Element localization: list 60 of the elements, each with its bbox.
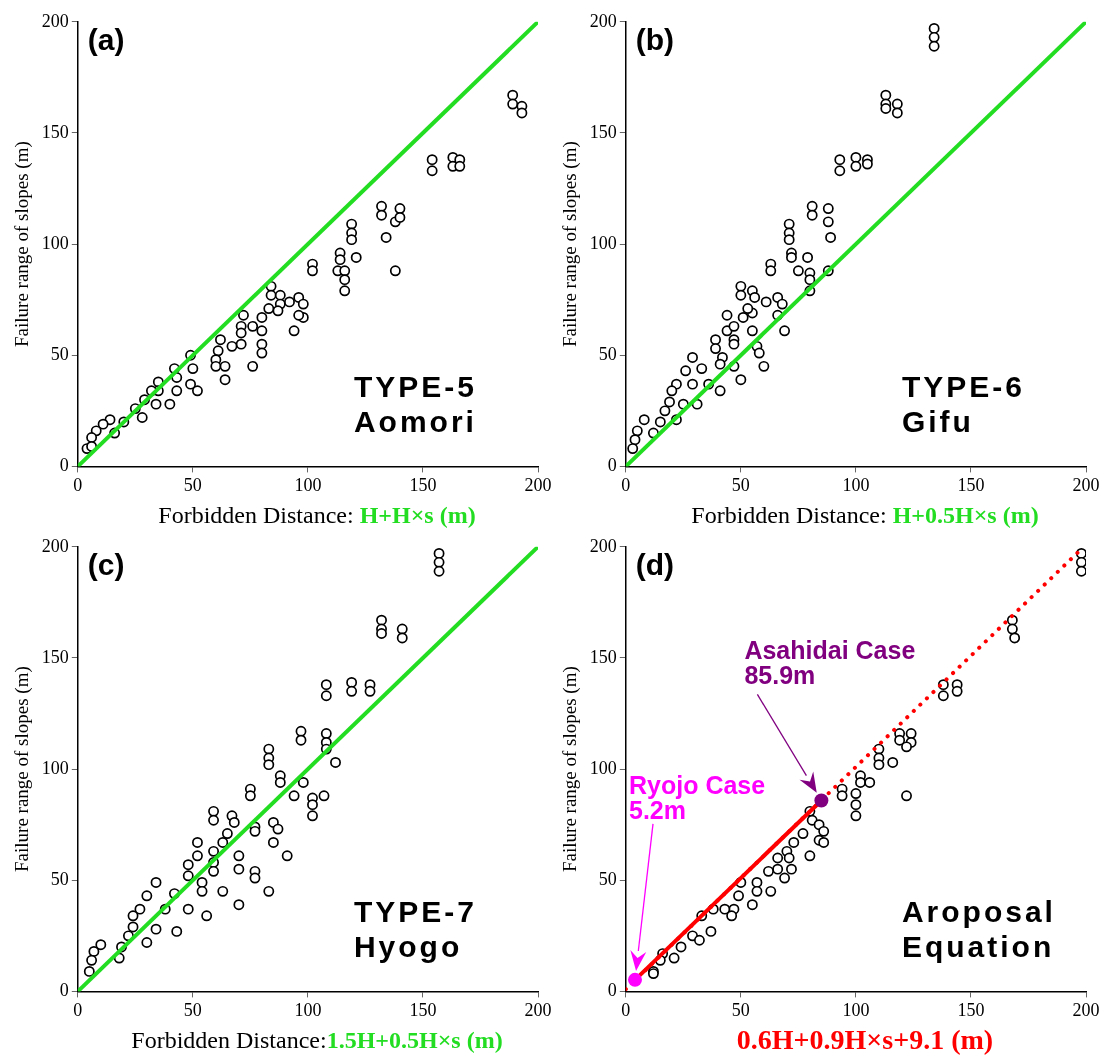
y-tick-label: 50 — [598, 868, 617, 889]
annotation: (c) — [87, 548, 125, 582]
y-tick-label: 200 — [589, 10, 617, 31]
x-axis-title: Forbidden Distance:1.5H+0.5H×s (m) — [131, 1027, 503, 1053]
annotation: TYPE-6 — [901, 370, 1025, 404]
annotation: (a) — [87, 23, 125, 57]
y-tick-label: 200 — [589, 535, 617, 556]
y-tick-label: 200 — [41, 535, 69, 556]
y-axis-title: Failure range of slopes (m) — [559, 141, 582, 347]
x-tick-label: 200 — [1072, 474, 1100, 495]
x-tick-label: 0 — [73, 999, 83, 1020]
x-tick-label: 50 — [731, 999, 750, 1020]
x-axis-title: Forbidden Distance: H+H×s (m) — [158, 502, 476, 528]
x-tick-label: 200 — [524, 999, 552, 1020]
annotation: TYPE-5 — [353, 370, 477, 404]
y-tick-label: 0 — [607, 455, 617, 476]
x-tick-label: 0 — [621, 474, 631, 495]
x-tick-label: 150 — [957, 999, 985, 1020]
annotation: Hyogo — [353, 930, 463, 964]
y-tick-label: 100 — [41, 232, 69, 253]
annotation: Gifu — [901, 405, 974, 439]
annotation: TYPE-7 — [353, 895, 477, 929]
x-tick-label: 100 — [294, 999, 322, 1020]
x-tick-label: 200 — [1072, 999, 1100, 1020]
x-axis-title: 0.6H+0.9H×s+9.1 (m) — [736, 1024, 994, 1055]
x-tick-label: 100 — [842, 999, 870, 1020]
y-tick-label: 50 — [50, 343, 69, 364]
annotation: Aomori — [353, 405, 477, 439]
annotation: (b) — [635, 23, 675, 57]
x-tick-label: 0 — [621, 999, 631, 1020]
x-tick-label: 150 — [957, 474, 985, 495]
x-tick-label: 50 — [731, 474, 750, 495]
x-tick-label: 50 — [183, 474, 202, 495]
x-tick-label: 150 — [409, 474, 437, 495]
y-tick-label: 150 — [41, 646, 69, 667]
x-tick-label: 100 — [294, 474, 322, 495]
y-tick-label: 0 — [59, 455, 69, 476]
x-axis-title: Forbidden Distance: H+0.5H×s (m) — [691, 502, 1039, 528]
y-tick-label: 150 — [589, 646, 617, 667]
x-tick-label: 50 — [183, 999, 202, 1020]
annotation: Equation — [901, 930, 1055, 964]
y-tick-label: 100 — [589, 232, 617, 253]
annotation: Aroposal — [901, 895, 1056, 929]
y-axis-title: Failure range of slopes (m) — [11, 666, 34, 872]
y-tick-label: 100 — [41, 757, 69, 778]
x-tick-label: 100 — [842, 474, 870, 495]
y-tick-label: 50 — [598, 343, 617, 364]
y-tick-label: 200 — [41, 10, 69, 31]
x-tick-label: 150 — [409, 999, 437, 1020]
x-tick-label: 200 — [524, 474, 552, 495]
y-tick-label: 50 — [50, 868, 69, 889]
y-tick-label: 100 — [589, 757, 617, 778]
y-tick-label: 150 — [589, 121, 617, 142]
y-tick-label: 0 — [607, 980, 617, 1001]
y-tick-label: 0 — [59, 980, 69, 1001]
x-tick-label: 0 — [73, 474, 83, 495]
y-axis-title: Failure range of slopes (m) — [559, 666, 582, 872]
y-tick-label: 150 — [41, 121, 69, 142]
annotation: (d) — [635, 548, 675, 582]
y-axis-title: Failure range of slopes (m) — [11, 141, 34, 347]
